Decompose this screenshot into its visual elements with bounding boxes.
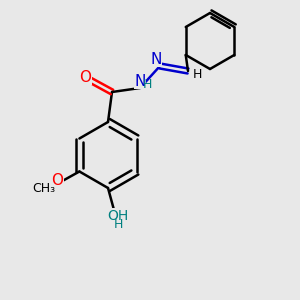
Text: O: O xyxy=(79,70,91,85)
Text: H: H xyxy=(142,79,152,92)
Text: N: N xyxy=(150,52,162,67)
Text: N: N xyxy=(134,74,146,88)
Text: CH₃: CH₃ xyxy=(32,182,55,195)
Text: O: O xyxy=(51,173,63,188)
Text: OH: OH xyxy=(107,209,129,223)
Text: H: H xyxy=(192,68,202,80)
Text: H: H xyxy=(113,218,123,230)
